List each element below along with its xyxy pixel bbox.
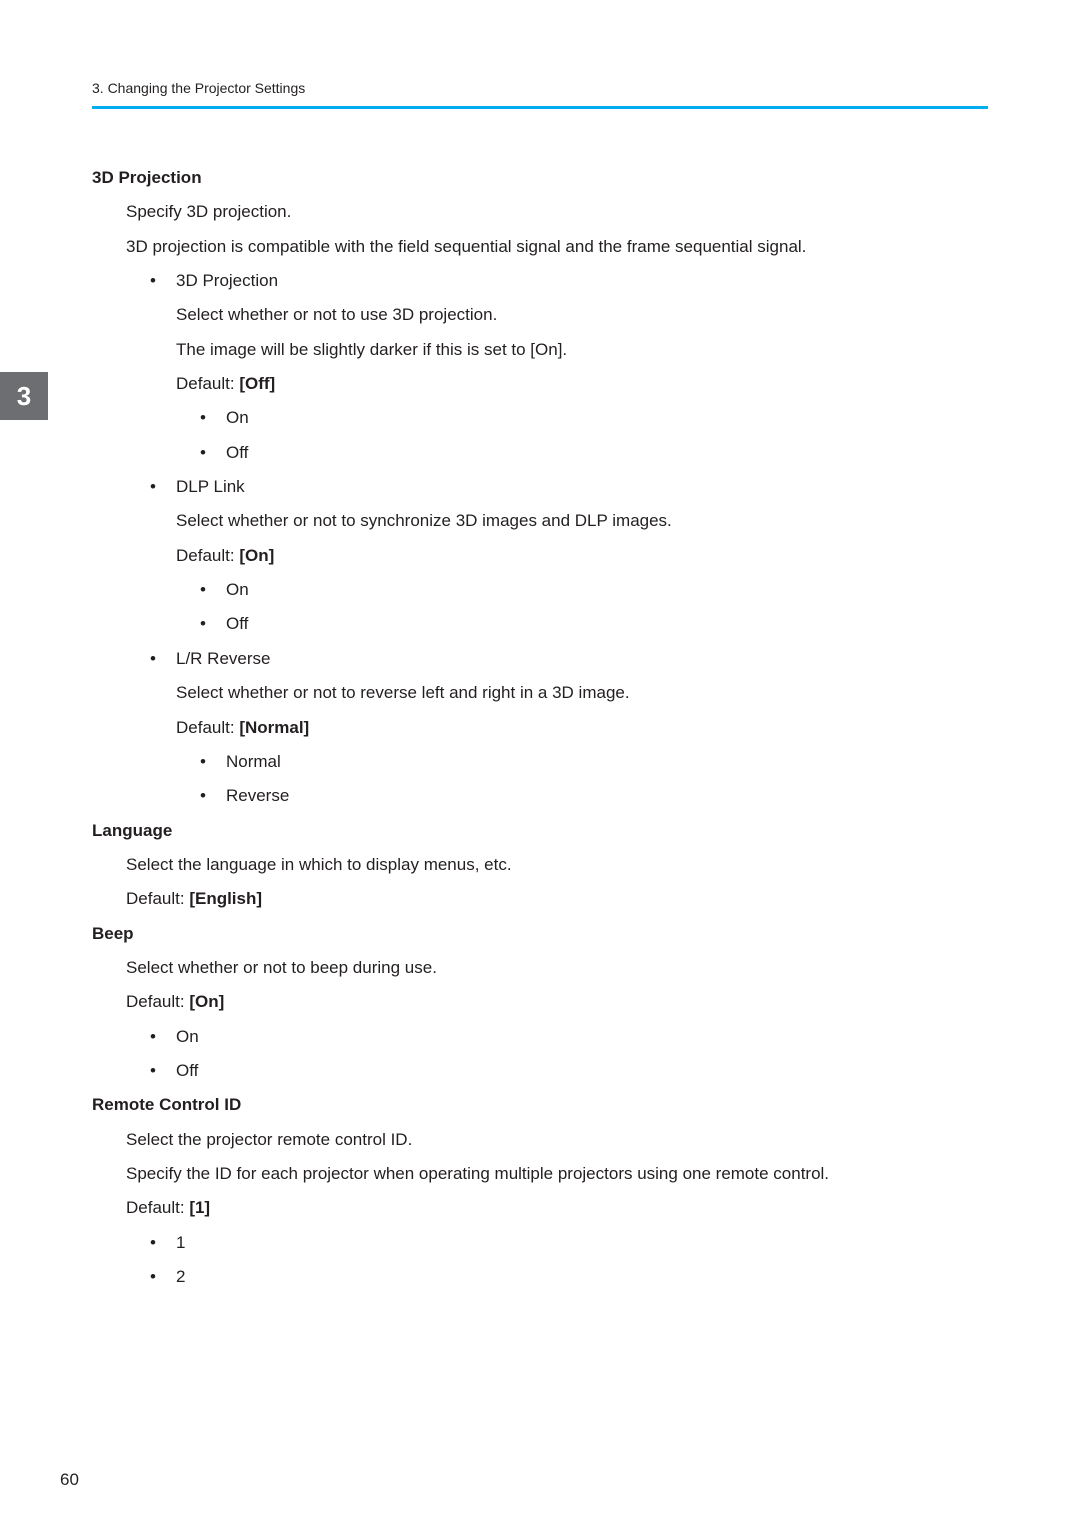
- list-item: Normal: [200, 749, 988, 775]
- default-row: Default: [Off]: [176, 371, 988, 397]
- default-value: [Off]: [239, 374, 275, 393]
- option: Off: [176, 1061, 198, 1080]
- option: Normal: [226, 752, 281, 771]
- list-item: 2: [150, 1264, 988, 1290]
- default-value: [1]: [189, 1198, 210, 1217]
- text: Select whether or not to beep during use…: [126, 955, 988, 981]
- text: Select whether or not to use 3D projecti…: [176, 302, 988, 328]
- list-item: On: [150, 1024, 988, 1050]
- sub-list: 3D Projection: [150, 268, 988, 294]
- option-list: On Off: [200, 577, 988, 638]
- default-row: Default: [On]: [176, 543, 988, 569]
- option: Off: [226, 614, 248, 633]
- list-item: L/R Reverse: [150, 646, 988, 672]
- default-row: Default: [On]: [126, 989, 988, 1015]
- section-title-3d: 3D Projection: [92, 165, 988, 191]
- text: Select whether or not to reverse left an…: [176, 680, 988, 706]
- sub-name: 3D Projection: [176, 271, 278, 290]
- list-item: Off: [200, 611, 988, 637]
- list-item: 1: [150, 1230, 988, 1256]
- text: Select the language in which to display …: [126, 852, 988, 878]
- list-item: Reverse: [200, 783, 988, 809]
- body: 3D Projection Specify 3D projection. 3D …: [92, 165, 988, 1290]
- section-title-remote: Remote Control ID: [92, 1092, 988, 1118]
- option-list: 1 2: [150, 1230, 988, 1291]
- default-row: Default: [1]: [126, 1195, 988, 1221]
- default-label: Default:: [176, 546, 239, 565]
- option: Off: [226, 443, 248, 462]
- text: Select the projector remote control ID.: [126, 1127, 988, 1153]
- page-number: 60: [60, 1470, 79, 1490]
- sub-list: DLP Link: [150, 474, 988, 500]
- default-value: [English]: [189, 889, 262, 908]
- default-value: [On]: [239, 546, 274, 565]
- header-rule: [92, 106, 988, 109]
- default-label: Default:: [126, 889, 189, 908]
- text: The image will be slightly darker if thi…: [176, 337, 988, 363]
- default-value: [Normal]: [239, 718, 309, 737]
- option: 1: [176, 1233, 185, 1252]
- default-row: Default: [English]: [126, 886, 988, 912]
- page-content: 3. Changing the Projector Settings 3D Pr…: [0, 0, 1080, 1348]
- text: Specify the ID for each projector when o…: [126, 1161, 988, 1187]
- list-item: DLP Link: [150, 474, 988, 500]
- default-row: Default: [Normal]: [176, 715, 988, 741]
- default-label: Default:: [126, 992, 189, 1011]
- option-list: On Off: [150, 1024, 988, 1085]
- text: 3D projection is compatible with the fie…: [126, 234, 988, 260]
- list-item: Off: [150, 1058, 988, 1084]
- list-item: 3D Projection: [150, 268, 988, 294]
- default-value: [On]: [189, 992, 224, 1011]
- sub-name: DLP Link: [176, 477, 245, 496]
- default-label: Default:: [176, 718, 239, 737]
- text: Specify 3D projection.: [126, 199, 988, 225]
- breadcrumb: 3. Changing the Projector Settings: [92, 80, 988, 106]
- option: 2: [176, 1267, 185, 1286]
- list-item: On: [200, 577, 988, 603]
- option: On: [226, 580, 249, 599]
- option: Reverse: [226, 786, 289, 805]
- option-list: On Off: [200, 405, 988, 466]
- default-label: Default:: [176, 374, 239, 393]
- option: On: [226, 408, 249, 427]
- option: On: [176, 1027, 199, 1046]
- sub-name: L/R Reverse: [176, 649, 270, 668]
- section-title-beep: Beep: [92, 921, 988, 947]
- list-item: Off: [200, 440, 988, 466]
- option-list: Normal Reverse: [200, 749, 988, 810]
- list-item: On: [200, 405, 988, 431]
- sub-list: L/R Reverse: [150, 646, 988, 672]
- text: Select whether or not to synchronize 3D …: [176, 508, 988, 534]
- section-title-language: Language: [92, 818, 988, 844]
- default-label: Default:: [126, 1198, 189, 1217]
